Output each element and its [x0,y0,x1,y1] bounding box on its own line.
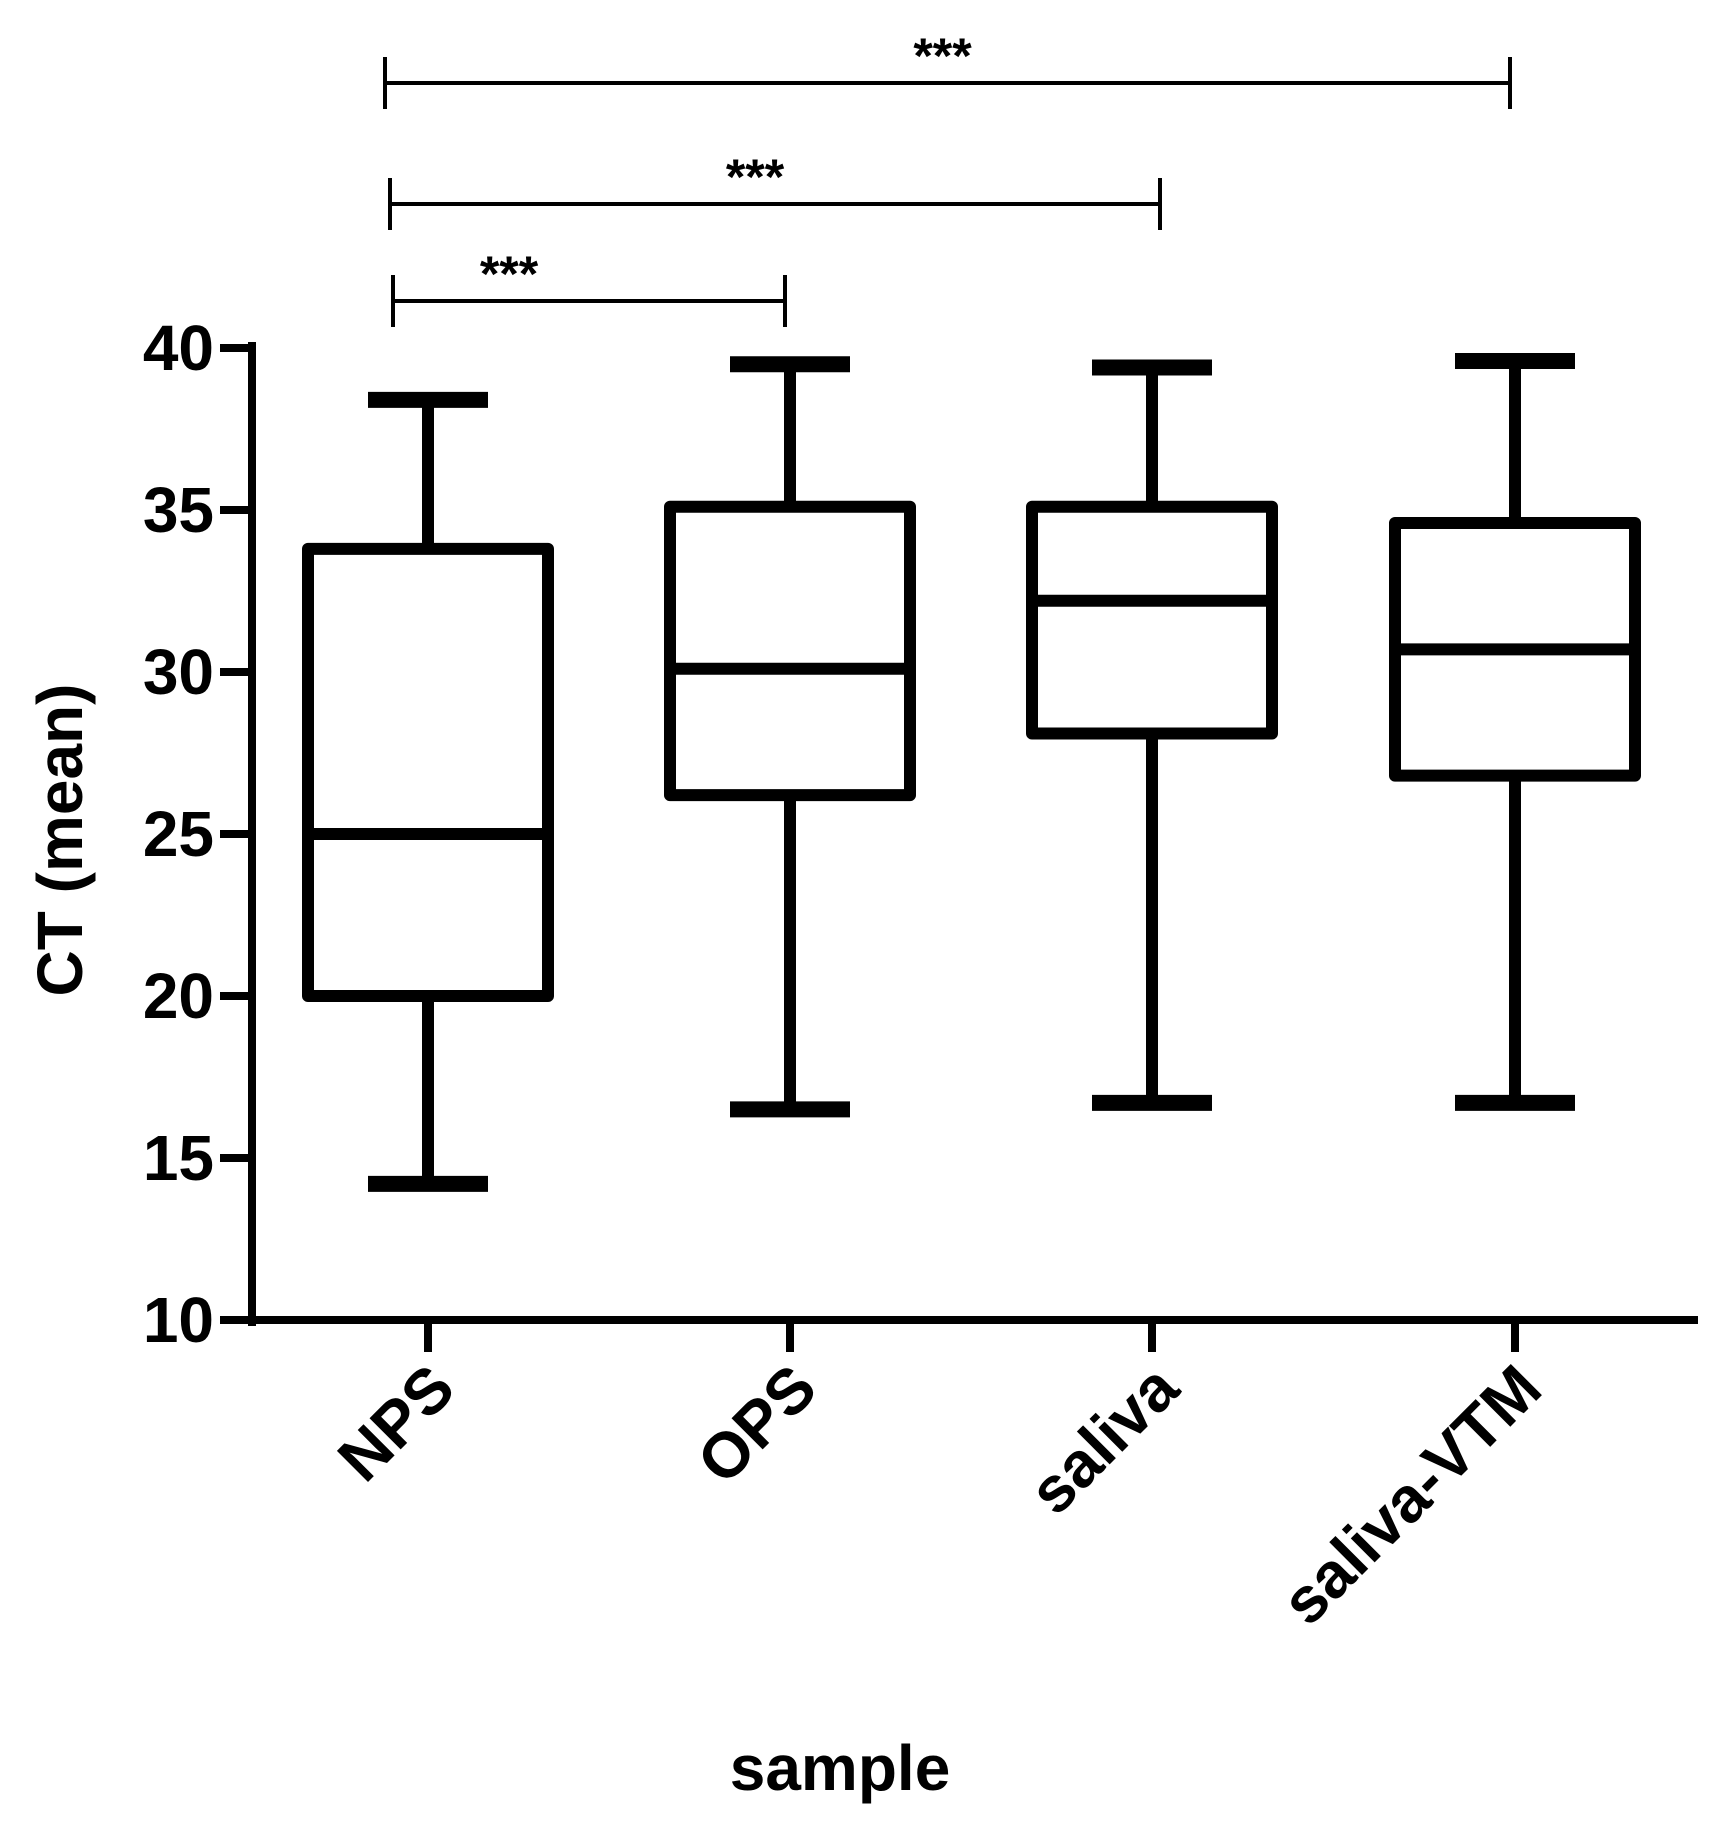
x-axis: NPS OPS saliva saliva-VTM [248,1316,1698,1638]
bracket-nps-saliva-vtm: *** [383,28,1512,109]
significance-label: *** [480,246,539,302]
x-axis-label: sample [730,1732,951,1804]
box-nps [302,391,554,1192]
significance-brackets: *** *** *** [383,28,1512,327]
y-tick-label: 25 [143,798,214,870]
x-tick-label: NPS [324,1351,468,1495]
y-axis-label: CT (mean) [24,684,96,997]
iqr-box [664,500,916,802]
box-saliva-vtm [1389,352,1641,1111]
y-tick-label: 40 [143,312,214,384]
y-tick-label: 20 [143,960,214,1032]
y-tick-label: 15 [143,1122,214,1194]
y-tick-label: 30 [143,636,214,708]
box-saliva [1026,359,1278,1111]
x-tick-label: OPS [683,1351,829,1497]
y-tick-label: 10 [143,1284,214,1356]
iqr-box [302,542,554,1002]
y-axis: 10 15 20 25 30 35 40 [143,312,256,1356]
bracket-nps-saliva: *** [388,149,1162,230]
y-tick-label: 35 [143,474,214,546]
significance-label: *** [913,28,972,84]
iqr-box [1026,500,1278,740]
box-ops [664,356,916,1118]
x-tick-label: saliva [1015,1351,1192,1528]
bracket-nps-ops: *** [391,246,787,327]
x-tick-label: saliva-VTM [1268,1351,1555,1638]
boxes [302,352,1641,1192]
significance-label: *** [726,149,785,205]
